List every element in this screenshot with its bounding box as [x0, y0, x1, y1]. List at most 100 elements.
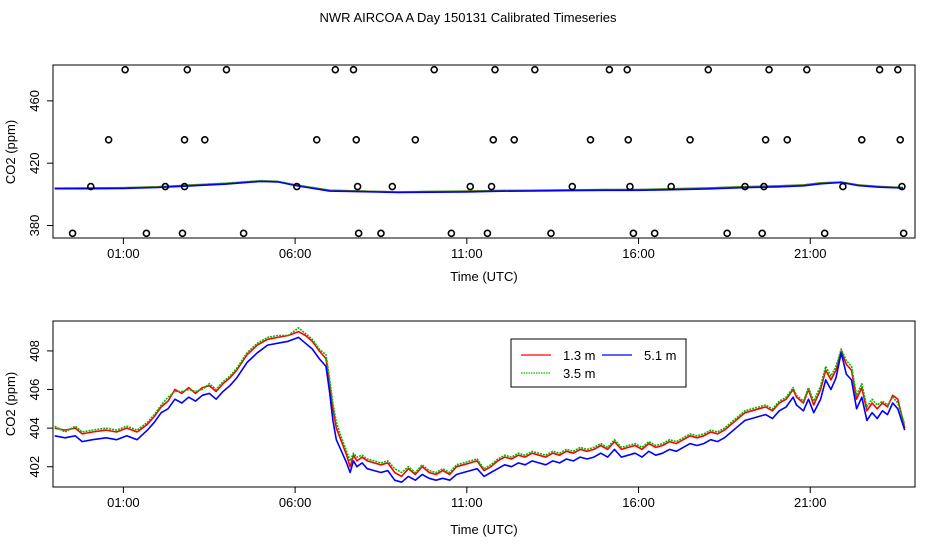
- bottom-x-tick-label: 01:00: [107, 495, 140, 510]
- reference-point: [857, 136, 866, 144]
- reference-point: [312, 136, 321, 144]
- reference-point: [760, 182, 768, 191]
- reference-point: [483, 229, 492, 238]
- reference-point: [349, 65, 358, 74]
- bottom-plot-frame: [52, 320, 916, 488]
- reference-point: [568, 182, 577, 191]
- top-x-axis-label: Time (UTC): [450, 269, 517, 284]
- top-y-tick-label: 420: [27, 152, 42, 174]
- bottom-series-line-s3_5: [54, 327, 906, 474]
- reference-point: [667, 182, 675, 191]
- reference-point: [686, 136, 694, 144]
- top-x-tick-label: 11:00: [451, 246, 483, 261]
- reference-point: [605, 65, 614, 74]
- reference-point: [896, 136, 905, 144]
- bottom-panel: 01:00 06:00 11:00 16:00 21:00 402 404 406 408 T…: [3, 320, 916, 537]
- reference-point: [142, 229, 151, 238]
- reference-point: [377, 229, 385, 238]
- legend: 1.3 m 5.1 m 3.5 m: [510, 338, 687, 388]
- reference-point: [704, 65, 713, 74]
- reference-point: [820, 229, 829, 238]
- top-x-axis: 01:00 06:00 11:00 16:00 21:00: [107, 238, 827, 261]
- reference-point: [758, 229, 766, 238]
- legend-label-5-1m: 5.1 m: [644, 348, 677, 363]
- reference-point: [293, 182, 301, 191]
- reference-point: [354, 229, 363, 238]
- reference-point: [765, 65, 773, 74]
- reference-point: [161, 182, 170, 191]
- reference-point: [200, 136, 209, 144]
- reference-point: [803, 65, 811, 74]
- reference-point: [547, 229, 555, 238]
- top-y-tick-label: 380: [27, 215, 42, 237]
- bottom-x-tick-label: 21:00: [794, 495, 827, 510]
- top-series-line-s5_1: [54, 180, 904, 194]
- reference-point: [723, 229, 731, 238]
- reference-point: [783, 136, 792, 144]
- top-x-tick-label: 21:00: [794, 246, 827, 261]
- bottom-x-axis: 01:00 06:00 11:00 16:00 21:00: [107, 487, 827, 510]
- reference-point: [623, 65, 632, 74]
- bottom-x-tick-label: 11:00: [451, 495, 483, 510]
- reference-point: [487, 182, 496, 191]
- bottom-y-tick-label: 408: [27, 340, 42, 362]
- reference-point: [222, 65, 231, 74]
- reference-point: [586, 136, 595, 144]
- bottom-x-tick-label: 06:00: [279, 495, 312, 510]
- top-y-axis: 380 420 460: [27, 90, 53, 236]
- top-y-tick-label: 460: [27, 90, 42, 112]
- reference-point: [875, 65, 884, 74]
- reference-point: [104, 136, 113, 144]
- reference-point: [531, 65, 539, 74]
- bottom-series-lines: [54, 327, 906, 483]
- bottom-series-line-s5_1: [54, 336, 906, 483]
- top-series-lines: [54, 179, 904, 194]
- reference-point: [430, 65, 439, 74]
- reference-point: [839, 182, 847, 191]
- reference-point: [183, 65, 192, 74]
- bottom-y-axis-label: CO2 (ppm): [3, 372, 18, 436]
- reference-point: [626, 182, 634, 191]
- bottom-y-tick-label: 406: [27, 379, 42, 401]
- legend-box: [510, 338, 687, 388]
- reference-point: [894, 65, 902, 74]
- reference-point: [899, 229, 908, 238]
- reference-point: [331, 65, 340, 74]
- reference-point: [388, 182, 397, 191]
- bottom-y-axis: 402 404 406 408: [27, 340, 53, 478]
- top-x-tick-label: 06:00: [279, 246, 312, 261]
- reference-point: [68, 229, 77, 238]
- reference-point: [741, 182, 749, 191]
- top-panel: 01:00 06:00 11:00 16:00 21:00 380 420 460 Time…: [3, 64, 916, 284]
- reference-point: [239, 229, 248, 238]
- reference-point: [411, 136, 420, 144]
- reference-point: [629, 229, 638, 238]
- reference-point: [121, 65, 129, 74]
- reference-point: [86, 182, 95, 191]
- figure-title: NWR AIRCOA A Day 150131 Calibrated Times…: [320, 10, 617, 25]
- top-x-tick-label: 16:00: [622, 246, 655, 261]
- reference-point: [650, 229, 659, 238]
- top-plot-frame: [52, 64, 916, 239]
- legend-label-1-3m: 1.3 m: [563, 348, 596, 363]
- reference-point: [489, 136, 498, 144]
- reference-point: [491, 65, 499, 74]
- reference-point: [761, 136, 770, 144]
- reference-point: [624, 136, 633, 144]
- legend-label-3-5m: 3.5 m: [563, 366, 596, 381]
- top-y-axis-label: CO2 (ppm): [3, 120, 18, 184]
- reference-point: [898, 182, 906, 191]
- top-reference-points: [68, 65, 908, 238]
- reference-point: [178, 229, 187, 238]
- bottom-y-tick-label: 402: [27, 456, 42, 478]
- bottom-x-tick-label: 16:00: [622, 495, 655, 510]
- reference-point: [466, 182, 475, 191]
- bottom-x-axis-label: Time (UTC): [450, 522, 517, 537]
- reference-point: [180, 136, 189, 144]
- reference-point: [510, 136, 519, 144]
- top-x-tick-label: 01:00: [107, 246, 140, 261]
- reference-point: [447, 229, 456, 238]
- reference-point: [353, 182, 362, 191]
